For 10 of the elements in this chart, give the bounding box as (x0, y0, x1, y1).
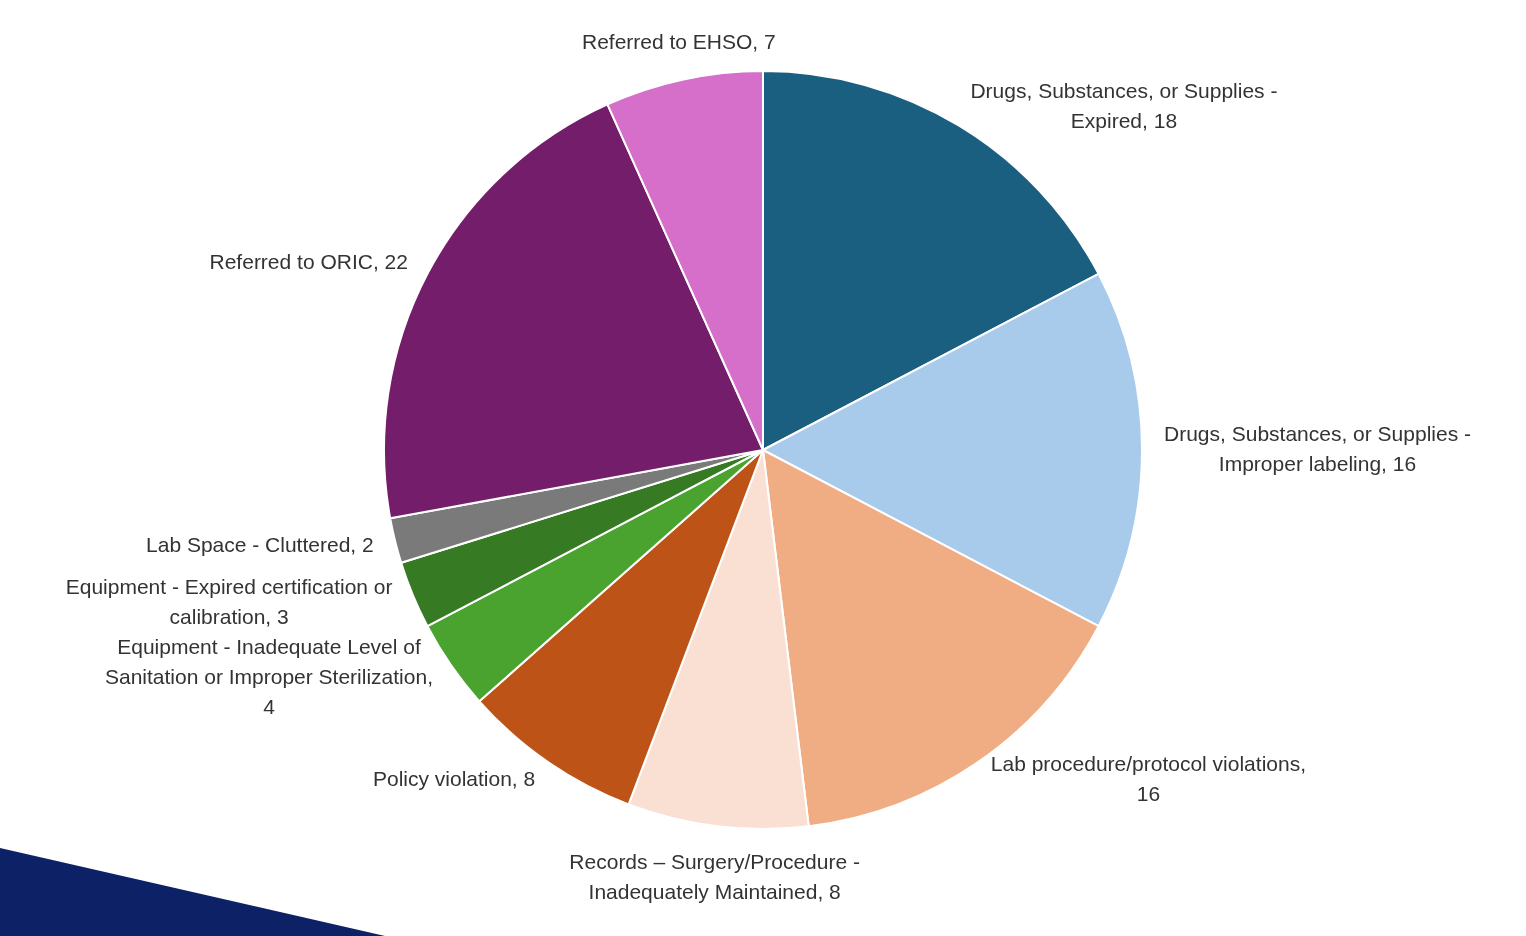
slice-label: Referred to ORIC, 22 (209, 250, 408, 274)
slice-label: Records – Surgery/Procedure - Inadequately Maintained, 8 (569, 849, 860, 903)
slice-label: Drugs, Substances, or Supplies - Improper labeling, 16 (1164, 421, 1471, 475)
slice-label: Equipment - Inadequate Level of Sanitation or Improper Sterilization, 4 (104, 634, 433, 718)
slice-label: Equipment - Expired certification or calibration, 3 (65, 575, 393, 629)
slice-label: Policy violation, 8 (372, 766, 536, 790)
slice-label: Drugs, Substances, or Supplies - Expired, 18 (970, 78, 1278, 132)
slice-label: Referred to EHSO, 7 (581, 29, 776, 53)
slice-label: Lab procedure/protocol violations, 16 (990, 751, 1306, 805)
slice-label: Lab Space - Cluttered, 2 (146, 532, 374, 556)
